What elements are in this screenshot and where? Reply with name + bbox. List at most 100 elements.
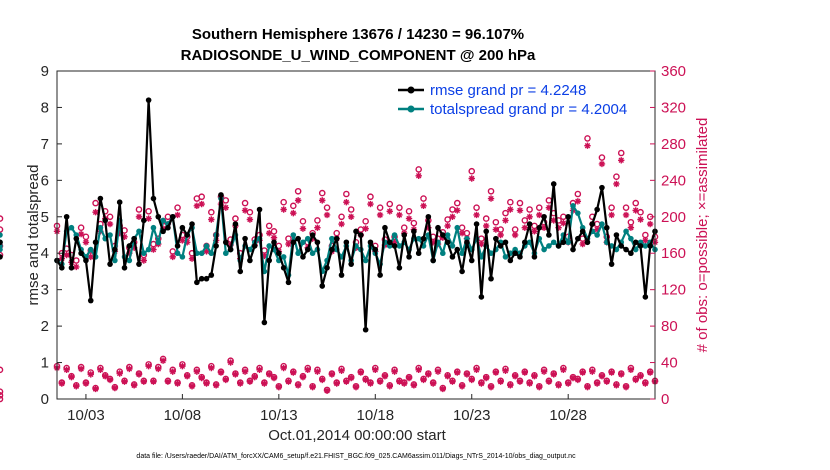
rmse-point xyxy=(526,221,533,227)
obs-low-assimilated-marker xyxy=(560,366,567,374)
rmse-point xyxy=(155,213,162,220)
totalspread-point xyxy=(396,243,403,249)
obs-assimilated-marker xyxy=(555,224,562,231)
obs-low-assimilated-marker xyxy=(362,376,369,384)
obs-assimilated-marker xyxy=(376,211,384,219)
obs-low-possible-marker xyxy=(0,366,4,374)
chart-title-line2: RADIOSONDE_U_WIND_COMPONENT @ 200 hPa xyxy=(181,47,536,64)
totalspread-point xyxy=(565,239,571,246)
rmse-point xyxy=(165,224,171,231)
obs-low-assimilated-marker xyxy=(579,369,586,376)
obs-low-assimilated-marker xyxy=(536,383,543,391)
rmse-point xyxy=(237,268,244,275)
obs-low-assimilated-marker xyxy=(140,378,148,385)
x-tick-label: 10/13 xyxy=(260,407,298,424)
x-tick-label: 10/23 xyxy=(453,407,491,424)
obs-assimilated-marker xyxy=(473,211,480,219)
obs-assimilated-marker xyxy=(593,226,601,233)
rmse-point xyxy=(550,181,557,187)
obs-low-assimilated-marker xyxy=(87,371,94,378)
obs-low-assimilated-marker xyxy=(391,368,398,375)
obs-assimilated-marker xyxy=(319,197,326,204)
obs-possible-marker xyxy=(280,198,287,206)
obs-low-assimilated-marker xyxy=(372,366,379,374)
obs-low-assimilated-marker xyxy=(227,359,234,366)
totalspread-point xyxy=(97,224,104,231)
rmse-point xyxy=(570,246,576,253)
obs-low-assimilated-marker xyxy=(622,383,630,391)
chart-title-line1: Southern Hemisphere 13676 / 14230 = 96.1… xyxy=(192,26,524,43)
rmse-point xyxy=(261,319,268,326)
obs-assimilated-marker xyxy=(169,253,176,261)
obs-possible-marker xyxy=(174,204,181,211)
rmse-point xyxy=(512,250,518,257)
obs-possible-marker xyxy=(367,193,374,201)
obs-assimilated-marker xyxy=(188,255,196,262)
obs-low-assimilated-marker xyxy=(415,366,422,374)
rmse-point xyxy=(174,243,181,249)
obs-possible-marker xyxy=(449,206,456,213)
obs-assimilated-marker xyxy=(545,204,553,211)
right-tick-label: 0 xyxy=(661,391,669,408)
rmse-point xyxy=(632,239,639,246)
rmse-point xyxy=(396,265,403,271)
obs-low-assimilated-marker xyxy=(584,383,591,391)
obs-low-assimilated-marker xyxy=(275,383,283,391)
obs-possible-marker xyxy=(265,222,273,230)
obs-possible-marker xyxy=(574,190,582,198)
obs-assimilated-marker xyxy=(449,213,456,220)
rmse-point xyxy=(97,195,104,202)
rmse-point xyxy=(121,265,128,271)
rmse-point xyxy=(203,275,210,282)
obs-assimilated-marker xyxy=(367,200,374,208)
totalspread-point xyxy=(68,224,75,231)
footnote: data file: /Users/raeder/DAI/ATM_forcXX/… xyxy=(136,453,576,460)
obs-low-assimilated-marker xyxy=(193,368,201,375)
rmse-point xyxy=(459,268,465,275)
obs-low-assimilated-marker xyxy=(632,376,639,384)
left-tick-label: 2 xyxy=(41,318,49,335)
obs-low-assimilated-marker xyxy=(97,366,104,374)
obs-low-assimilated-marker xyxy=(328,371,336,378)
rmse-point xyxy=(507,257,514,264)
totalspread-point xyxy=(440,250,446,257)
rmse-point xyxy=(251,243,258,249)
obs-assimilated-marker xyxy=(309,235,316,242)
obs-assimilated-marker xyxy=(208,216,215,223)
totalspread-point xyxy=(362,257,369,264)
obs-assimilated-marker xyxy=(429,239,437,246)
obs-assimilated-marker xyxy=(637,216,644,223)
right-tick-label: 120 xyxy=(661,282,686,299)
obs-low-assimilated-marker xyxy=(492,369,500,376)
rmse-point xyxy=(0,254,3,260)
obs-assimilated-marker xyxy=(574,198,582,205)
rmse-point xyxy=(358,232,364,238)
obs-possible-marker xyxy=(487,187,495,195)
x-tick-label: 10/08 xyxy=(164,407,202,424)
rmse-point xyxy=(314,239,321,246)
totalspread-point xyxy=(136,228,142,235)
obs-low-assimilated-marker xyxy=(401,380,408,387)
obs-low-assimilated-marker xyxy=(526,380,533,387)
totalspread-point xyxy=(107,232,113,238)
rmse-point xyxy=(276,250,282,257)
obs-assimilated-marker xyxy=(82,239,90,246)
rmse-point xyxy=(579,228,586,235)
obs-possible-marker xyxy=(608,204,615,211)
obs-possible-marker xyxy=(386,200,394,208)
obs-low-assimilated-marker xyxy=(434,368,442,375)
rmse-point xyxy=(285,279,292,286)
obs-assimilated-marker xyxy=(92,209,99,216)
obs-low-assimilated-marker xyxy=(314,368,321,375)
obs-possible-marker xyxy=(521,217,529,224)
obs-possible-marker xyxy=(492,218,500,226)
obs-low-assimilated-marker xyxy=(188,383,196,390)
legend: rmse grand pr = 4.2248 totalspread grand… xyxy=(398,82,627,118)
right-tick-label: 320 xyxy=(661,99,686,116)
obs-possible-marker xyxy=(613,173,620,180)
obs-assimilated-marker xyxy=(425,224,432,231)
left-tick-label: 5 xyxy=(41,209,49,226)
obs-low-assimilated-marker xyxy=(608,369,615,376)
obs-low-assimilated-marker xyxy=(343,378,350,385)
obs-low-assimilated-marker xyxy=(102,373,109,380)
